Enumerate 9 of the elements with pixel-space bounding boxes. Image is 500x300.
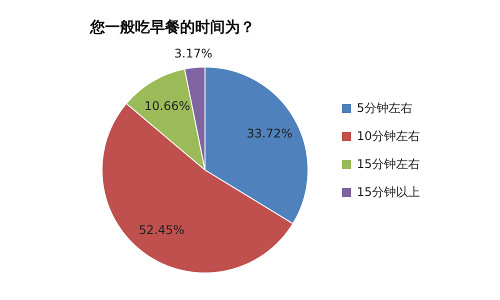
data-label: 33.72% <box>246 126 293 141</box>
chart-title: 您一般吃早餐的时间为？ <box>90 18 255 37</box>
legend-label: 15分钟左右 <box>356 156 420 173</box>
data-label: 10.66% <box>144 99 190 114</box>
legend-label: 15分钟以上 <box>356 184 420 201</box>
data-label: 3.17% <box>174 46 212 61</box>
legend-label: 5分钟左右 <box>356 100 412 117</box>
data-label: 52.45% <box>138 223 184 238</box>
legend-label: 10分钟左右 <box>356 128 420 145</box>
